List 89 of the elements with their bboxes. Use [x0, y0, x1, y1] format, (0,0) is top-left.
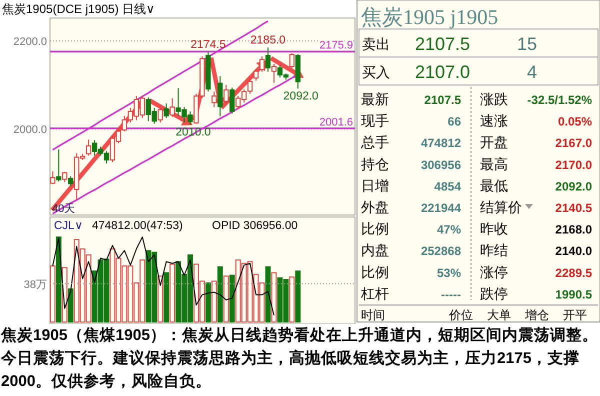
text: 2092.0 — [555, 179, 592, 194]
text: 最低 — [480, 177, 508, 194]
candlestick — [253, 68, 259, 82]
candlestick — [289, 52, 294, 69]
text: OPID 306956.00 — [212, 220, 298, 232]
text: 昨收 — [480, 220, 508, 237]
annotation: 40天 — [52, 203, 76, 215]
candlestick — [86, 139, 92, 156]
candlestick — [259, 56, 265, 72]
candlestick — [164, 103, 169, 119]
candlestick — [265, 47, 271, 72]
text: 最新 — [361, 91, 389, 107]
annotation: 2174.5 — [190, 39, 226, 52]
text: 时间 — [361, 308, 385, 322]
text: 跌停 — [480, 285, 508, 302]
candlestick — [271, 63, 277, 84]
text: 2170.0 — [555, 158, 592, 172]
bar — [265, 266, 271, 322]
text: 2167.0 — [555, 136, 592, 150]
y-tick-label: 2200.0 — [13, 36, 47, 48]
text: 最高 — [480, 156, 508, 172]
candlestick — [230, 87, 235, 114]
y-tick-label: 2000.0 — [13, 124, 47, 136]
text: 47% — [436, 222, 462, 237]
text: 杠杆 — [360, 285, 389, 302]
text: 53% — [436, 266, 462, 280]
chart-title: 焦炭1905(DCE j1905) 日线∨ — [2, 2, 155, 16]
bar — [68, 288, 74, 322]
text: 现手 — [361, 112, 389, 129]
text: 开盘 — [480, 134, 508, 150]
text: 结算价 — [480, 199, 522, 215]
text: 2140.0 — [555, 244, 592, 258]
candlestick — [170, 98, 175, 118]
text: 比例 — [361, 220, 389, 237]
text: 4854 — [434, 179, 462, 194]
text: 474812.00(47:53) — [92, 220, 183, 232]
text: 2140.5 — [555, 201, 592, 215]
ref-line-label: 2175.9 — [319, 40, 353, 52]
candlestick — [212, 91, 217, 108]
text: 2107.5 — [424, 93, 462, 107]
candlestick — [68, 176, 74, 187]
annotation: 2092.0 — [283, 90, 318, 103]
text: 2107.0 — [414, 62, 470, 82]
text: 474812 — [420, 136, 462, 150]
bar — [56, 236, 62, 322]
bar — [217, 266, 223, 322]
text: 2107.5 — [414, 34, 470, 54]
text: 价位 — [448, 308, 473, 322]
text: 306956 — [420, 158, 462, 172]
text: 2168.0 — [555, 222, 592, 237]
text: 开平 — [563, 308, 587, 322]
text: 焦炭1905（焦煤1905）：焦炭从日线趋势看处在上升通道内，短期区间内震荡调整。今日震荡下行。建议保持震荡思路为主，高抛低吸短线交易为主，压力2175，支撑2000。仅供参考，风险自负。 — [1, 326, 599, 392]
text: 比例 — [361, 264, 389, 280]
text: 252868 — [420, 244, 462, 258]
text: 增仓 — [524, 308, 549, 322]
text: 持仓 — [361, 156, 389, 172]
text: 总手 — [360, 134, 389, 150]
text: 大单 — [487, 308, 511, 322]
text: 速涨 — [480, 112, 508, 129]
text: 卖出 — [362, 36, 390, 52]
text: 买入 — [362, 64, 390, 80]
bar — [229, 274, 235, 322]
text: 221944 — [420, 201, 462, 215]
text: 日增 — [361, 177, 389, 194]
text: 内盘 — [361, 242, 389, 258]
text: -32.5/1.52% — [527, 93, 592, 107]
text: 66 — [448, 114, 462, 129]
ref-line-label: 2001.6 — [319, 116, 353, 128]
text: 1990.5 — [555, 287, 592, 302]
text: 外盘 — [361, 199, 389, 215]
ref-line-label: 38万 — [24, 278, 47, 291]
annotation: 2185.0 — [250, 34, 286, 47]
bar — [295, 270, 301, 322]
text: 焦炭1905 j1905 — [361, 5, 498, 29]
text: 15 — [516, 34, 537, 54]
text: 昨结 — [480, 242, 508, 258]
text: 2289.5 — [555, 266, 592, 280]
text: 4 — [526, 62, 537, 82]
text: 0.05% — [558, 114, 592, 129]
bar — [205, 282, 211, 322]
text: 涨跌 — [480, 91, 508, 107]
candlestick — [158, 106, 163, 123]
text: 涨停 — [480, 264, 508, 280]
candlestick — [56, 148, 62, 182]
text: ----- — [441, 287, 461, 302]
text: CJL∨ — [54, 220, 83, 232]
candlestick — [218, 76, 223, 117]
candlestick — [224, 84, 229, 104]
bar — [164, 272, 170, 322]
